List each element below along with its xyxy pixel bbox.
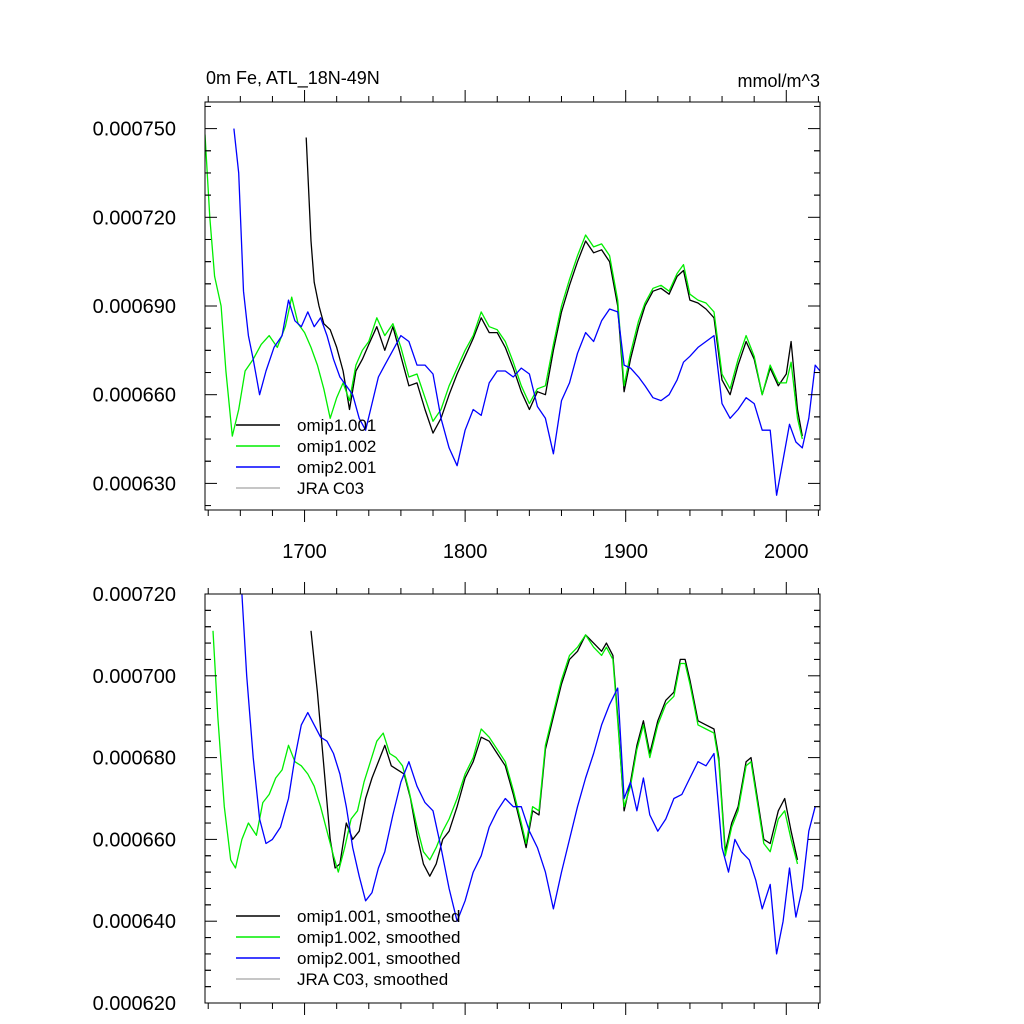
bot-ytick-label: 0.000640 [93, 911, 176, 933]
top-ytick-label: 0.000690 [93, 296, 176, 318]
bot-ytick-label: 0.000700 [93, 666, 176, 688]
top-chart-title: 0m Fe, ATL_18N-49N [206, 68, 380, 89]
top-xtick-label: 1900 [603, 541, 648, 563]
top-series-line-0 [305, 137, 803, 437]
bot-ytick-label: 0.000620 [93, 993, 176, 1015]
top-xtick-label: 2000 [764, 541, 809, 563]
top-xtick-label: 1700 [282, 541, 327, 563]
top-series-line-2 [233, 128, 820, 496]
bot-ytick-label: 0.000660 [93, 829, 176, 851]
bot-legend-label: omip2.001, smoothed [297, 949, 461, 968]
bottom-series-group [212, 594, 816, 955]
bot-legend-label: omip1.001, smoothed [297, 907, 461, 926]
top-xtick-label: 1800 [443, 541, 488, 563]
top-legend: omip1.001 omip1.002 omip2.001 JRA C03 [236, 416, 376, 498]
top-series-group [205, 128, 820, 496]
top-ticks-group: 0.000630 0.000660 0.000690 0.000720 0.000750… [93, 90, 820, 563]
chart-panel-top: 0.000630 0.000660 0.000690 0.000720 0.000750… [93, 68, 821, 563]
bot-series-line-0 [310, 630, 799, 877]
bot-legend-label: JRA C03, smoothed [297, 970, 448, 989]
bottom-plot-frame [204, 593, 821, 1004]
top-ytick-label: 0.000720 [93, 207, 176, 229]
bot-ytick-label: 0.000680 [93, 748, 176, 770]
bottom-ticks-group: 0.000620 0.000640 0.000660 0.000680 0.000700… [93, 582, 820, 1015]
bot-ytick-label: 0.000720 [93, 584, 176, 606]
bottom-legend: omip1.001, smoothed omip1.002, smoothed om… [236, 907, 461, 989]
top-series-line-1 [205, 134, 803, 440]
top-legend-label: JRA C03 [297, 479, 364, 498]
top-legend-label: omip1.002 [297, 437, 376, 456]
chart-panel-bottom: 0.000620 0.000640 0.000660 0.000680 0.000700… [93, 582, 821, 1015]
top-ytick-label: 0.000750 [93, 119, 176, 141]
bot-series-line-1 [212, 630, 799, 873]
top-ytick-label: 0.000630 [93, 473, 176, 495]
top-legend-label: omip1.001 [297, 416, 376, 435]
top-chart-units: mmol/m^3 [738, 71, 820, 91]
top-ytick-label: 0.000660 [93, 385, 176, 407]
bot-legend-label: omip1.002, smoothed [297, 928, 461, 947]
top-legend-label: omip2.001 [297, 458, 376, 477]
bot-series-line-2 [241, 594, 816, 955]
